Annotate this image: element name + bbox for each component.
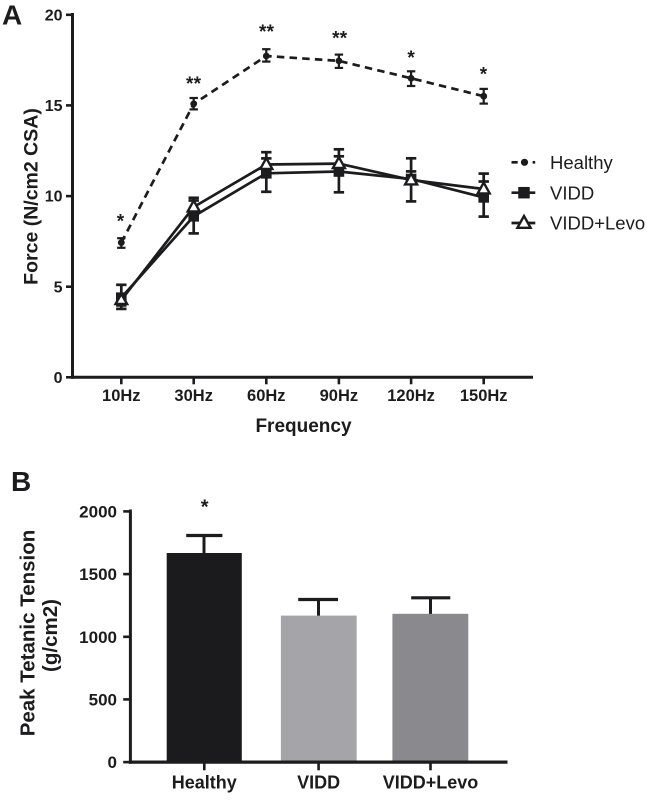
svg-text:B: B	[11, 466, 31, 497]
svg-text:Frequency: Frequency	[255, 416, 352, 437]
svg-text:*: *	[201, 496, 209, 518]
svg-text:*: *	[340, 28, 348, 49]
svg-text:120Hz: 120Hz	[387, 387, 435, 405]
svg-text:*: *	[259, 22, 267, 43]
svg-text:0: 0	[108, 753, 117, 772]
svg-text:*: *	[480, 64, 488, 85]
svg-text:Peak Tetanic Tension: Peak Tetanic Tension	[17, 530, 40, 737]
svg-text:10: 10	[45, 189, 63, 206]
svg-text:*: *	[267, 22, 275, 43]
svg-text:60Hz: 60Hz	[247, 387, 286, 405]
svg-text:*: *	[407, 48, 415, 69]
svg-text:30Hz: 30Hz	[174, 387, 213, 405]
svg-text:Force (N/cm2 CSA): Force (N/cm2 CSA)	[21, 108, 43, 285]
svg-text:*: *	[194, 74, 202, 95]
svg-text:*: *	[117, 211, 125, 232]
svg-text:90Hz: 90Hz	[320, 387, 359, 405]
svg-text:500: 500	[89, 690, 117, 709]
svg-text:*: *	[332, 28, 340, 49]
svg-text:(g/cm2): (g/cm2)	[39, 599, 62, 672]
svg-text:A: A	[2, 0, 22, 31]
svg-text:VIDD: VIDD	[550, 182, 594, 203]
svg-text:2000: 2000	[79, 502, 117, 521]
svg-text:VIDD+Levo: VIDD+Levo	[550, 213, 645, 234]
svg-text:150Hz: 150Hz	[460, 387, 508, 405]
svg-text:1000: 1000	[79, 628, 117, 647]
svg-text:Healthy: Healthy	[550, 152, 613, 173]
svg-text:VIDD+Levo: VIDD+Levo	[383, 773, 479, 793]
svg-text:20: 20	[45, 7, 63, 24]
svg-text:*: *	[186, 74, 194, 95]
svg-text:Healthy: Healthy	[172, 773, 237, 793]
svg-text:15: 15	[45, 98, 63, 115]
svg-text:0: 0	[54, 370, 63, 387]
svg-text:10Hz: 10Hz	[102, 387, 141, 405]
svg-text:5: 5	[54, 279, 63, 296]
svg-text:VIDD: VIDD	[297, 773, 340, 793]
svg-text:1500: 1500	[79, 565, 117, 584]
